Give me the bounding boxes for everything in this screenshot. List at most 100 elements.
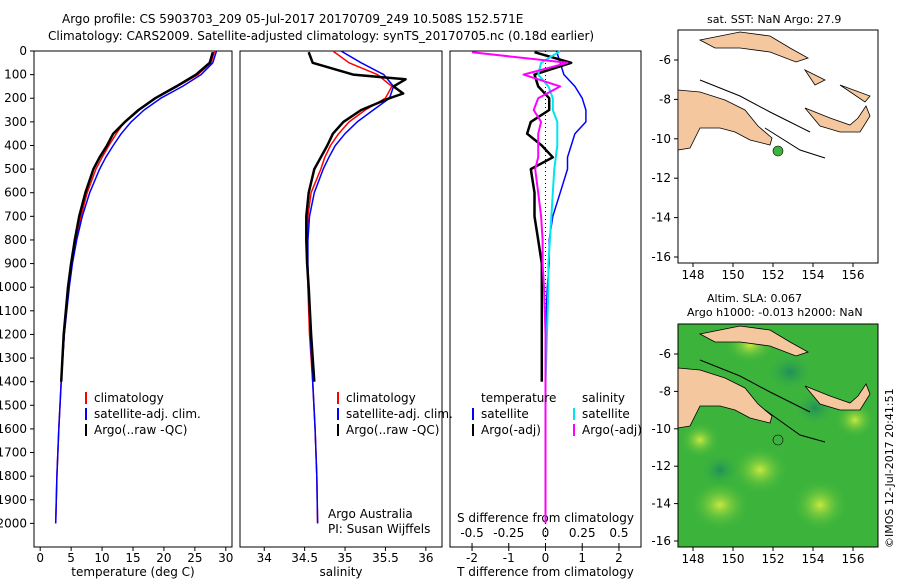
map-x-tick-label: 152 [762,552,785,566]
map-y-tick-label: -10 [651,422,671,436]
map2-land-newireland [698,325,809,357]
x2-tick-label: 0 [542,526,550,540]
map-x-tick-label: 154 [802,552,825,566]
timestamp: ©IMOS 12-Jul-2017 20:41:51 [883,388,896,548]
series-line [305,51,407,382]
y-tick-label: 500 [4,162,27,176]
map-y-tick-label: -6 [659,53,671,67]
y-tick-label: 2000 [0,516,27,530]
map-y-tick-label: -6 [659,347,671,361]
x2-tick-label: -0.25 [493,526,524,540]
map-x-tick-label: 152 [762,268,785,282]
credit-line1: Argo Australia [328,507,413,521]
x-tick-label: 34 [257,551,272,565]
x-tick-label: 0 [36,551,44,565]
y-tick-label: 100 [4,68,27,82]
map1-land-newireland [698,31,809,63]
x-tick-label: 35.5 [372,551,399,565]
plot-frame [33,50,233,548]
series-line [537,50,561,429]
legend-difference: temperature satellite Argo(-adj) salinit… [472,391,642,437]
map2-shade [765,352,815,392]
y-tick-label: 1900 [0,493,27,507]
map-x-tick-label: 156 [842,552,865,566]
x-tick-label: 35 [337,551,352,565]
y-tick-label: 1300 [0,351,27,365]
map-y-tick-label: -10 [651,132,671,146]
series-line [307,50,395,524]
credit-line2: PI: Susan Wijffels [328,522,430,536]
series-line [471,51,569,524]
y-tick-label: 300 [4,115,27,129]
map-y-tick-label: -14 [651,497,671,511]
map-x-tick-label: 156 [842,268,865,282]
legend-label: satellite-adj. clim. [346,407,453,421]
map1-contour [699,79,826,159]
map2-highlight [835,402,875,438]
map2-frame [677,323,879,548]
map2-highlight [792,479,848,531]
map2-shade [700,452,740,488]
y-tick-label: 1500 [0,398,27,412]
y-tick-label: 0 [19,44,27,58]
y-tick-label: 900 [4,257,27,271]
map2-highlight [732,446,788,494]
map-axes: 148 150 152 154 156 -6 -8 -10 -12 -14 -16 148 150 152… [651,53,864,566]
map-y-tick-label: -12 [651,171,671,185]
x-tick-label: -1 [503,551,515,565]
y-tick-label: 1700 [0,446,27,460]
legend-label: Argo(..raw -QC) [94,423,187,437]
y-tick-label: 1000 [0,280,27,294]
x-tick-label: 0 [542,551,550,565]
y-tick-label: 1600 [0,422,27,436]
legend-label: climatology [94,391,164,405]
x-tick-label: 1 [578,551,586,565]
plot-frame [239,50,443,548]
x-axis-label: temperature (deg C) [71,565,194,579]
map1-argo-location [772,145,784,157]
map1-land-newguinea [677,89,773,151]
legend-label: temperature [481,391,556,405]
temperature-panel: 0100200300400500600700800900100011001200… [0,44,233,579]
x-tick-label: 30 [218,551,233,565]
map-y-tick-label: -8 [659,384,671,398]
x-axis-label: salinity [319,565,362,579]
x-tick-label: -2 [466,551,478,565]
y-tick-label: 1800 [0,469,27,483]
x-tick-label: 36 [418,551,433,565]
map-y-tick-label: -8 [659,92,671,106]
header-line2: Climatology: CARS2009. Satellite-adjuste… [48,29,594,43]
x2-tick-label: 0.5 [609,526,628,540]
map1-land-newbritain [804,105,871,133]
y-tick-label: 800 [4,233,27,247]
legend-label: Argo(-adj) [582,423,642,437]
y-tick-label: 700 [4,209,27,223]
legend-label: Argo(-adj) [481,423,541,437]
y-tick-label: 200 [4,91,27,105]
map-y-tick-label: -14 [651,211,671,225]
map-x-tick-label: 150 [722,552,745,566]
series-line [59,51,214,382]
map-x-tick-label: 148 [682,552,705,566]
x2-tick-label: -0.5 [460,526,483,540]
map-y-tick-label: -16 [651,534,671,548]
x2-tick-label: 0.25 [569,526,596,540]
legend-label: satellite-adj. clim. [94,407,201,421]
y-tick-label: 1100 [0,304,27,318]
salinity-panel: 34 34.5 35 35.5 36 salinity [239,50,443,579]
legend-temperature: climatology satellite-adj. clim. Argo(..… [85,391,201,437]
map1-land-small [803,68,871,103]
legend-salinity: climatology satellite-adj. clim. Argo(..… [337,391,453,437]
map2-argo-location [772,434,784,446]
map2-highlight [690,480,750,530]
header-line1: Argo profile: CS 5903703_209 05-Jul-2017… [62,12,523,26]
map-y-tick-label: -16 [651,250,671,264]
x-tick-label: 20 [156,551,171,565]
legend-label: satellite [481,407,529,421]
map1 [677,29,879,264]
x-tick-label: 2 [615,551,623,565]
map2-land-newguinea [678,367,773,429]
x-tick-label: 25 [187,551,202,565]
map-x-tick-label: 154 [802,268,825,282]
